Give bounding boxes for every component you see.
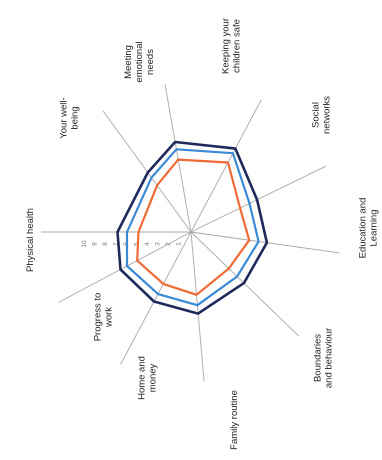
axis-label-2-line-0: Education and	[358, 198, 369, 259]
tick-label-9: 9	[92, 242, 99, 246]
axis-label-5: Home and money	[137, 356, 159, 400]
radar-spokes	[41, 84, 340, 382]
series-0-line	[116, 140, 269, 315]
spoke-8	[102, 110, 192, 233]
axis-label-1-line-0: Social	[311, 102, 322, 128]
spoke-0	[190, 99, 262, 233]
axis-label-4-line-0: Family routine	[229, 390, 240, 450]
series-2-line	[136, 158, 251, 296]
axis-label-0-line-1: children safe	[232, 19, 243, 73]
axis-label-1-line-1: networks	[322, 96, 333, 134]
axis-label-2: Education and Learning	[358, 198, 380, 259]
spoke-2	[190, 231, 340, 254]
axis-label-4: Family routine	[229, 390, 240, 450]
axis-label-9-line-2: needs	[145, 49, 156, 75]
axis-label-5-line-1: money	[148, 363, 159, 392]
spoke-3	[190, 231, 300, 337]
tick-label-10: 10	[81, 240, 88, 248]
axis-label-6-line-0: Progress to	[93, 293, 104, 342]
axis-label-2-line-1: Learning	[369, 210, 380, 247]
tick-label-4: 4	[144, 242, 151, 246]
spoke-1	[190, 165, 326, 233]
axis-label-9-line-0: Meeting	[123, 45, 134, 79]
spoke-6	[58, 231, 192, 303]
tick-label-8: 8	[102, 242, 109, 246]
spoke-4	[190, 231, 205, 382]
axis-label-7: Physical health	[25, 208, 36, 272]
tick-label-2: 2	[165, 242, 172, 246]
axis-label-3-line-1: and behaviour	[324, 328, 335, 388]
axis-labels: Keeping your children safe Social networks E…	[25, 18, 380, 450]
axis-label-0: Keeping your children safe	[221, 18, 243, 74]
axis-label-1: Social networks	[311, 96, 333, 134]
tick-label-1: 1	[176, 242, 183, 246]
axis-label-6: Progress to work	[93, 293, 115, 342]
spoke-9	[164, 84, 192, 233]
axis-label-8: Your well-being	[59, 97, 81, 138]
tick-label-3: 3	[155, 242, 162, 246]
axis-label-3: Boundaries and behaviour	[313, 328, 335, 388]
axis-label-9-line-1: emotional	[134, 41, 145, 82]
spoke-5	[120, 231, 192, 365]
axis-label-9: Meeting emotional needs	[123, 41, 156, 82]
axis-label-5-line-0: Home and	[137, 356, 148, 400]
axis-label-3-line-0: Boundaries	[313, 334, 324, 382]
axis-label-6-line-1: work	[104, 307, 115, 328]
axis-label-8-line-0: Your well-	[59, 97, 70, 138]
axis-label-0-line-0: Keeping your	[221, 18, 232, 74]
series-1-line	[125, 148, 260, 307]
axis-label-8-line-1: being	[70, 106, 81, 129]
radar-series-group	[116, 140, 269, 315]
axis-label-7-line-0: Physical health	[25, 208, 36, 272]
tick-label-7: 7	[113, 242, 120, 246]
